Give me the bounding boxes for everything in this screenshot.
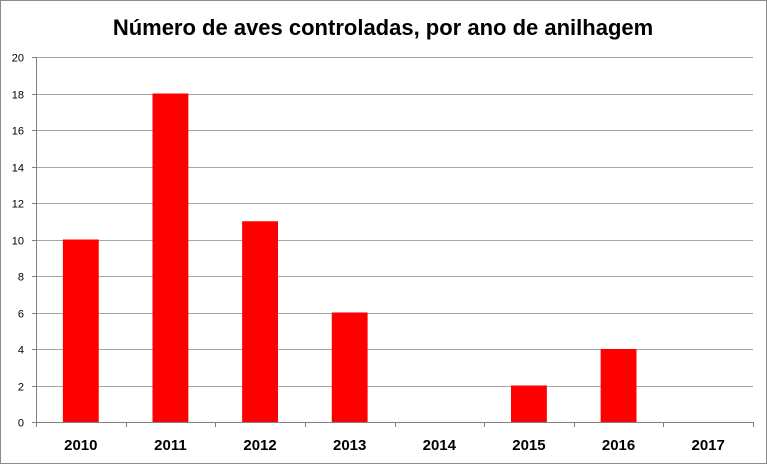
y-tick-label: 14 — [12, 163, 24, 175]
x-tick-label: 2014 — [423, 437, 457, 454]
bar-2015 — [511, 385, 547, 422]
bar-2011 — [152, 93, 189, 422]
chart-title: Número de aves controladas, por ano de a… — [113, 15, 653, 40]
bar-2013 — [331, 312, 368, 422]
y-tick-label: 16 — [12, 126, 24, 138]
axes — [36, 57, 754, 427]
bar-2010 — [62, 239, 99, 422]
y-tick-label: 20 — [12, 53, 24, 65]
bar-2012 — [242, 221, 278, 422]
y-tick-label: 18 — [12, 90, 24, 102]
y-tick-label: 10 — [12, 236, 24, 248]
gridlines — [32, 57, 753, 423]
x-tick-label: 2016 — [602, 437, 635, 454]
x-tick-label: 2013 — [333, 437, 366, 454]
y-tick-label: 8 — [18, 272, 24, 284]
bar-2016 — [600, 349, 637, 422]
x-tick-label: 2010 — [64, 437, 97, 454]
x-tick-label: 2012 — [243, 437, 276, 454]
x-tick-labels: 2010 2011 2012 2013 2014 2015 2016 2017 — [64, 437, 725, 454]
y-tick-label: 12 — [12, 199, 24, 211]
x-tick-label: 2011 — [154, 437, 187, 454]
y-tick-label: 4 — [18, 345, 24, 357]
y-tick-labels: 0 2 4 6 8 10 12 14 16 18 20 — [12, 53, 24, 430]
x-tick-label: 2017 — [692, 437, 725, 454]
y-tick-label: 6 — [18, 309, 24, 321]
y-tick-label: 2 — [18, 382, 24, 394]
bars — [62, 93, 637, 422]
y-tick-label: 0 — [18, 418, 24, 430]
x-tick-label: 2015 — [512, 437, 545, 454]
